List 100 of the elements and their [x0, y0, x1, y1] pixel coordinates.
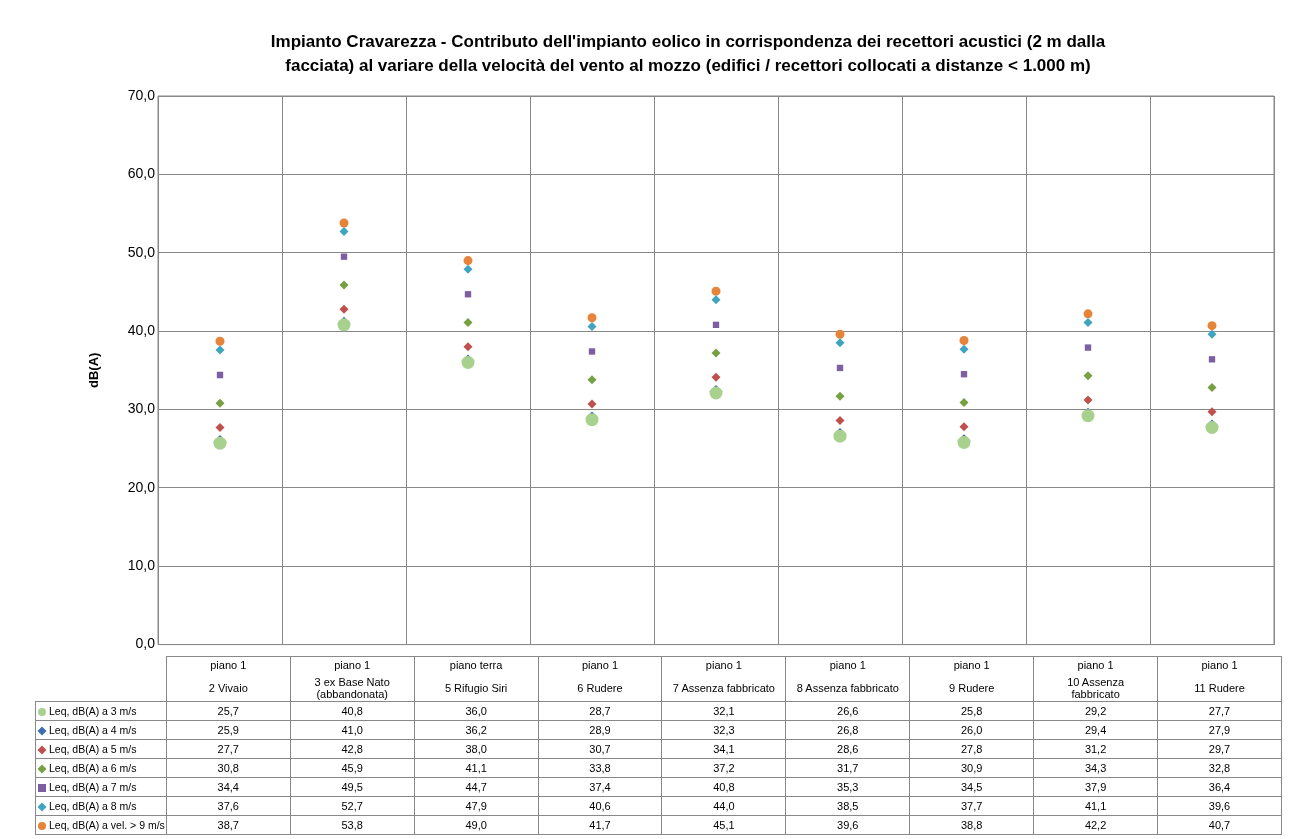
data-label: 38,7: [166, 815, 291, 835]
data-label: 35,3: [785, 777, 910, 797]
y-tick-label: 50,0: [127, 243, 156, 260]
y-tick-label: 20,0: [127, 478, 156, 495]
legend-label: Leq, dB(A) a 3 m/s: [49, 704, 137, 717]
data-label: 47,9: [414, 796, 539, 816]
point: [588, 348, 596, 355]
y-tick-label: 30,0: [127, 400, 156, 417]
data-label: 44,7: [414, 777, 539, 797]
chart-title: Impianto Cravarezza - Contributo dell'impianto eolico in corrispondenza dei recettori acustici (2 m dalla facciata) al variare della velocità del vento al mozzo (edifici / recettori collocati a distanze < 1.000 m): [269, 31, 1107, 77]
point: [340, 253, 348, 260]
category-label: piano 1 9 Rudere: [949, 659, 995, 694]
point: [463, 317, 473, 327]
point: [711, 372, 721, 382]
data-label: 30,7: [538, 739, 662, 759]
data-label: 34,3: [1033, 758, 1158, 778]
data-label: 40,6: [538, 796, 662, 816]
data-label: 52,7: [290, 796, 415, 816]
point: [1083, 395, 1093, 405]
data-label: 30,9: [909, 758, 1034, 778]
point: [587, 399, 597, 409]
data-label: 37,9: [1033, 777, 1158, 797]
point: [215, 336, 225, 346]
point: [463, 256, 473, 266]
data-label: 33,8: [538, 758, 662, 778]
legend-label: Leq, dB(A) a 6 m/s: [49, 761, 137, 774]
point: [1084, 344, 1092, 351]
data-label: 34,4: [166, 777, 291, 797]
point: [1207, 383, 1217, 393]
point: [1207, 329, 1217, 339]
point: [215, 345, 225, 355]
data-label: 37,6: [166, 796, 291, 816]
point: [587, 321, 597, 331]
point: [339, 304, 349, 314]
data-label: 25,7: [166, 701, 291, 721]
point: [959, 422, 969, 432]
point: [959, 344, 969, 354]
point: [835, 415, 845, 425]
data-label: 45,1: [661, 815, 786, 835]
category-label: piano terra 5 Rifugio Siri: [444, 659, 508, 694]
data-label: 38,0: [414, 739, 539, 759]
point: [1207, 407, 1217, 417]
data-label: 37,2: [661, 758, 786, 778]
point: [1083, 371, 1093, 381]
legend-label: Leq, dB(A) a 7 m/s: [49, 780, 137, 793]
legend-label: Leq, dB(A) a 4 m/s: [49, 723, 137, 736]
data-label: 32,8: [1157, 758, 1282, 778]
data-label: 36,2: [414, 720, 539, 740]
point: [711, 348, 721, 358]
data-label: 37,4: [538, 777, 662, 797]
data-label: 53,8: [290, 815, 415, 835]
legend-label: Leq, dB(A) a vel. > 9 m/s: [49, 818, 165, 831]
data-label: 27,7: [166, 739, 291, 759]
data-label: 42,8: [290, 739, 415, 759]
point: [1083, 309, 1093, 319]
data-label: 38,5: [785, 796, 910, 816]
data-label: 40,8: [661, 777, 786, 797]
y-tick-label: 10,0: [127, 557, 156, 574]
point: [1208, 356, 1216, 363]
data-label: 25,9: [166, 720, 291, 740]
point: [835, 329, 845, 339]
data-label: 27,9: [1157, 720, 1282, 740]
point: [215, 398, 225, 408]
data-label: 32,3: [661, 720, 786, 740]
category-label: piano 1 7 Assenza fabbricato: [672, 659, 775, 694]
y-tick-label: 70,0: [127, 86, 156, 103]
legend-label: Leq, dB(A) a 5 m/s: [49, 742, 137, 755]
legend-label: Leq, dB(A) a 8 m/s: [49, 799, 137, 812]
data-label: 45,9: [290, 758, 415, 778]
data-label: 49,0: [414, 815, 539, 835]
data-label: 37,7: [909, 796, 1034, 816]
data-label: 25,8: [909, 701, 1034, 721]
data-label: 41,1: [414, 758, 539, 778]
data-label: 40,7: [1157, 815, 1282, 835]
data-label: 31,7: [785, 758, 910, 778]
data-label: 28,9: [538, 720, 662, 740]
data-label: 40,8: [290, 701, 415, 721]
point: [339, 218, 349, 228]
data-label: 26,6: [785, 701, 910, 721]
data-label: 26,8: [785, 720, 910, 740]
y-tick-label: 0,0: [135, 635, 156, 652]
category-label: piano 1 11 Rudere: [1194, 659, 1245, 694]
point: [711, 295, 721, 305]
data-label: 29,4: [1033, 720, 1158, 740]
point: [1207, 321, 1217, 331]
category-label: piano 1 6 Rudere: [577, 659, 623, 694]
point: [959, 336, 969, 346]
data-label: 28,7: [538, 701, 662, 721]
data-label: 31,2: [1033, 739, 1158, 759]
point: [835, 338, 845, 348]
point: [1083, 317, 1093, 327]
category-label: piano 1 3 ex Base Nato (abbandonata): [314, 659, 390, 700]
data-label: 27,8: [909, 739, 1034, 759]
y-tick-label: 40,0: [127, 321, 156, 338]
y-tick-label: 60,0: [127, 165, 156, 182]
data-label: 42,2: [1033, 815, 1158, 835]
data-label: 34,1: [661, 739, 786, 759]
point: [463, 342, 473, 352]
point: [835, 391, 845, 401]
point: [339, 227, 349, 237]
